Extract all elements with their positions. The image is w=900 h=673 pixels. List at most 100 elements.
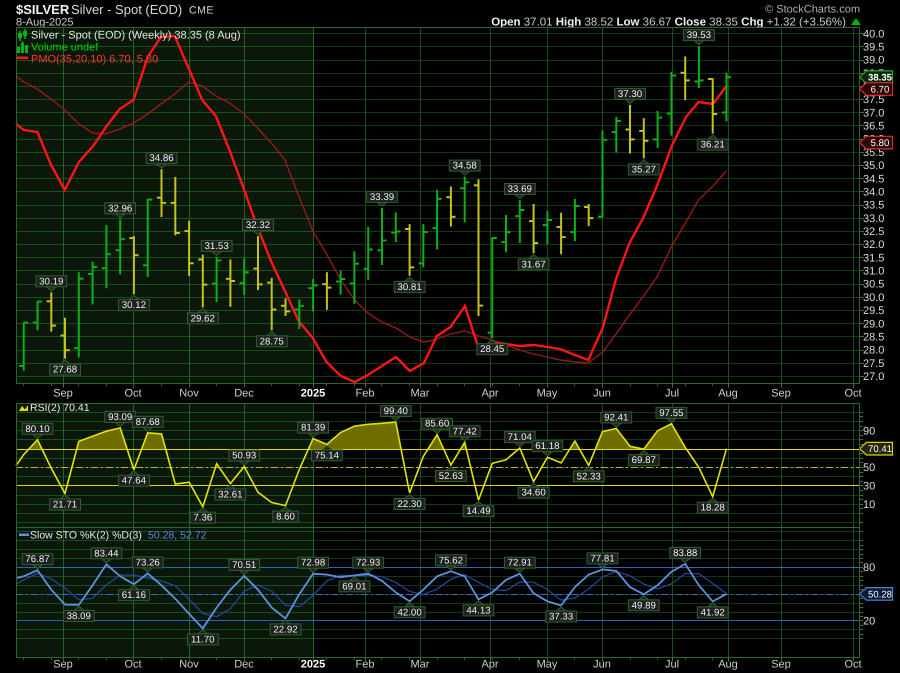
svg-text:2025: 2025 [301,659,325,671]
svg-text:Silver - Spot (EOD) (Weekly) 3: Silver - Spot (EOD) (Weekly) 38.35 (8 Au… [31,30,240,42]
svg-text:50.28: 50.28 [868,589,892,600]
svg-text:Oct: Oct [844,659,861,671]
svg-text:33.39: 33.39 [370,192,394,203]
svg-text:22.92: 22.92 [273,624,297,635]
svg-text:30.0: 30.0 [863,292,884,304]
svg-text:Volume undef: Volume undef [31,42,99,54]
svg-text:50: 50 [863,462,875,474]
svg-text:RSI(2) 70.41: RSI(2) 70.41 [30,402,90,414]
svg-text:20: 20 [863,616,875,628]
svg-text:Jun: Jun [593,659,611,671]
svg-text:32.0: 32.0 [863,239,884,251]
svg-text:PMO(35,20,10) 6.70, 5.80: PMO(35,20,10) 6.70, 5.80 [31,54,158,66]
svg-text:37.30: 37.30 [618,89,643,100]
svg-text:33.5: 33.5 [863,200,884,212]
svg-text:Nov: Nov [179,388,199,400]
svg-text:Jun: Jun [593,388,611,400]
svg-text:72.91: 72.91 [508,558,532,569]
svg-text:37.0: 37.0 [863,107,884,119]
svg-text:80.10: 80.10 [25,424,50,435]
svg-text:30.81: 30.81 [397,282,421,293]
svg-text:May: May [537,659,558,671]
svg-text:99.40: 99.40 [384,406,409,417]
svg-text:© StockCharts.com: © StockCharts.com [765,4,860,16]
svg-text:61.16: 61.16 [122,590,146,601]
svg-text:Slow STO %K(2) %D(3): Slow STO %K(2) %D(3) [30,530,142,542]
svg-text:34.60: 34.60 [521,488,546,499]
svg-text:10: 10 [863,499,875,511]
svg-text:76.87: 76.87 [25,554,49,565]
svg-text:30: 30 [863,481,875,493]
svg-text:83.44: 83.44 [94,548,119,559]
svg-text:73.26: 73.26 [136,557,160,568]
svg-text:71.04: 71.04 [508,432,533,443]
svg-text:83.88: 83.88 [673,548,697,559]
svg-text:Apr: Apr [481,388,498,400]
svg-text:50.93: 50.93 [232,451,256,462]
svg-text:31.0: 31.0 [863,266,884,278]
svg-text:69.01: 69.01 [342,581,366,592]
svg-text:Aug: Aug [718,388,738,400]
svg-text:35.5: 35.5 [863,147,884,159]
svg-text:28.0: 28.0 [863,345,884,357]
svg-text:14.49: 14.49 [466,506,490,517]
svg-text:Dec: Dec [234,388,254,400]
svg-text:30.5: 30.5 [863,279,884,291]
svg-text:38.09: 38.09 [67,611,91,622]
svg-text:93.09: 93.09 [108,412,132,423]
svg-text:37.33: 37.33 [549,612,573,623]
svg-text:$SILVER: $SILVER [16,2,70,17]
svg-text:61.18: 61.18 [535,441,559,452]
svg-text:87.68: 87.68 [136,417,160,428]
svg-text:75.62: 75.62 [439,555,463,566]
svg-text:21.71: 21.71 [53,500,77,511]
svg-text:85.60: 85.60 [425,419,450,430]
svg-text:May: May [537,388,558,400]
svg-text:2025: 2025 [301,388,325,400]
svg-text:44.13: 44.13 [466,605,490,616]
svg-text:Sep: Sep [53,388,73,400]
svg-text:92.41: 92.41 [604,413,628,424]
svg-text:29.62: 29.62 [191,313,215,324]
svg-text:34.5: 34.5 [863,173,884,185]
svg-text:Mar: Mar [411,388,430,400]
svg-text:35.0: 35.0 [863,160,884,172]
svg-text:28.75: 28.75 [260,336,284,347]
svg-text:Sep: Sep [771,659,791,671]
svg-text:34.86: 34.86 [149,153,173,164]
svg-text:90: 90 [863,425,875,437]
svg-text:Jul: Jul [665,388,679,400]
svg-text:39.53: 39.53 [687,30,711,41]
svg-text:Apr: Apr [481,659,498,671]
svg-text:CME: CME [189,5,214,17]
svg-text:52.63: 52.63 [439,471,463,482]
svg-text:80: 80 [863,562,875,574]
svg-text:6.70: 6.70 [871,84,890,95]
svg-text:41.92: 41.92 [701,607,725,618]
svg-text:47.64: 47.64 [122,476,147,487]
svg-text:38.35: 38.35 [868,73,893,84]
svg-text:Jul: Jul [665,659,679,671]
svg-text:Open 37.01 High 38.52 Low 36.6: Open 37.01 High 38.52 Low 36.67 Close 38… [491,17,846,29]
svg-text:40.0: 40.0 [863,28,884,40]
svg-text:30.19: 30.19 [39,276,63,287]
svg-text:Oct: Oct [124,659,141,671]
svg-text:33.0: 33.0 [863,213,884,225]
svg-text:75.14: 75.14 [315,450,340,461]
svg-text:36.21: 36.21 [701,140,725,151]
svg-text:5.80: 5.80 [871,138,890,149]
svg-text:30.12: 30.12 [122,300,146,311]
svg-text:37.5: 37.5 [863,94,884,106]
svg-text:Mar: Mar [411,659,430,671]
svg-text:69.87: 69.87 [632,455,656,466]
svg-text:Oct: Oct [844,388,861,400]
svg-text:34.58: 34.58 [453,161,477,172]
svg-text:Feb: Feb [356,659,375,671]
svg-text:72.93: 72.93 [356,558,380,569]
svg-text:29.0: 29.0 [863,318,884,330]
svg-text:77.42: 77.42 [453,426,477,437]
svg-text:Sep: Sep [53,659,73,671]
svg-text:81.39: 81.39 [301,423,325,434]
svg-text:36.5: 36.5 [863,121,884,133]
svg-text:32.96: 32.96 [108,203,132,214]
